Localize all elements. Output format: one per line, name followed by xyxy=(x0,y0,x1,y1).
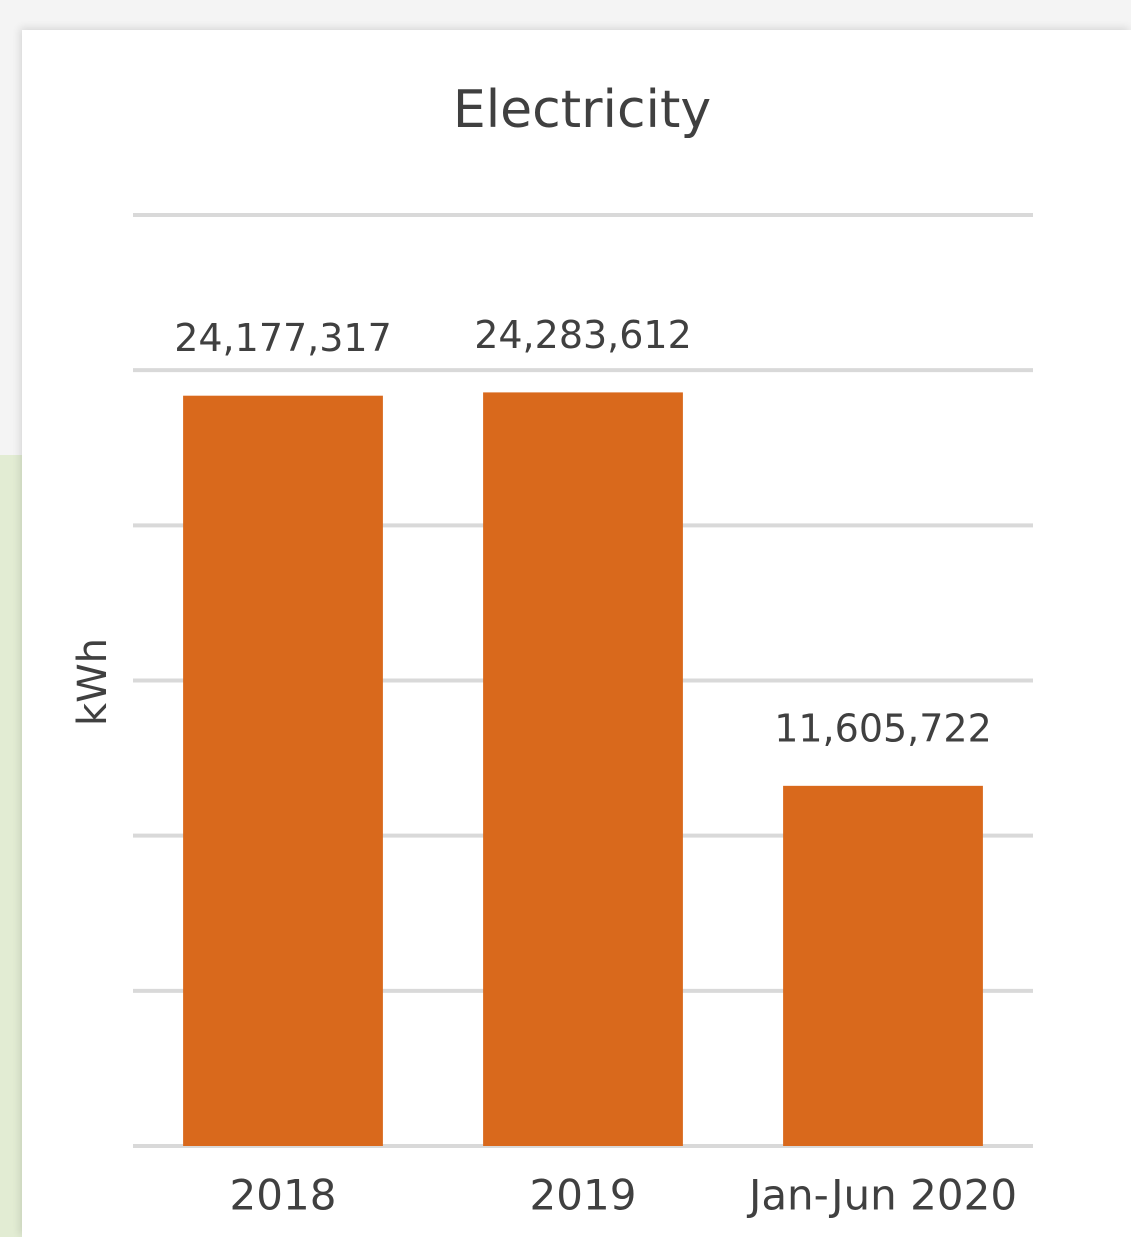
chart-title: Electricity xyxy=(453,80,711,140)
y-axis-label: kWh xyxy=(70,638,116,726)
x-tick-label: 2018 xyxy=(230,1171,337,1220)
x-tick-label: Jan-Jun 2020 xyxy=(746,1171,1017,1220)
bar xyxy=(183,395,383,1146)
side-strip xyxy=(0,455,22,1237)
data-label: 11,605,722 xyxy=(774,706,992,750)
data-label: 24,177,317 xyxy=(174,316,392,360)
x-tick-label: 2019 xyxy=(530,1171,637,1220)
data-label: 24,283,612 xyxy=(474,313,692,357)
bar xyxy=(483,392,683,1146)
bar xyxy=(783,785,983,1146)
